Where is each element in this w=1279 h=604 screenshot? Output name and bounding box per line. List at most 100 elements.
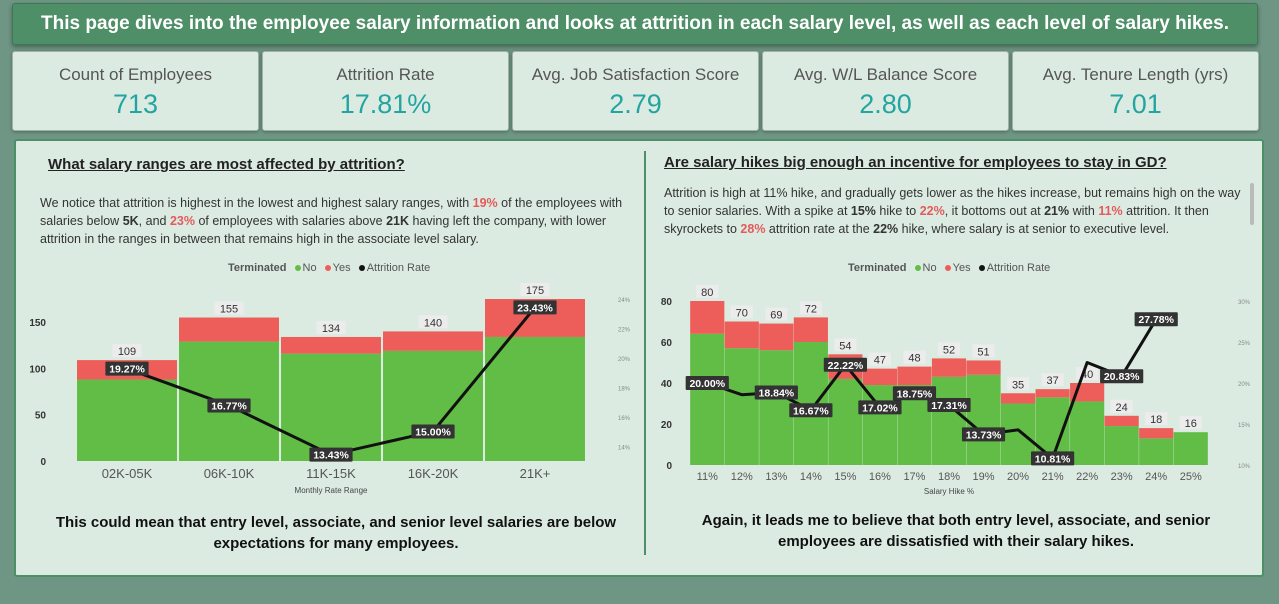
- kpi-value: 2.80: [859, 89, 912, 119]
- y-tick-label: 50: [35, 411, 47, 422]
- total-label: 54: [839, 340, 851, 352]
- kpi-label: Avg. Job Satisfaction Score: [531, 65, 740, 84]
- total-label-bg: [1110, 399, 1133, 413]
- rate-label: 19.27%: [109, 364, 145, 376]
- kpi-card-job-satisfaction: Avg. Job Satisfaction Score 2.79: [512, 51, 759, 131]
- rate-label-bg: [858, 400, 902, 415]
- y2-tick-label: 18%: [618, 386, 631, 392]
- y2-tick-label: 10%: [1238, 464, 1251, 470]
- total-label-bg: [214, 301, 244, 315]
- category-label: 11%: [697, 471, 718, 483]
- total-label-bg: [418, 315, 448, 329]
- total-label: 134: [322, 323, 340, 335]
- paragraph-scrollbar[interactable]: [1250, 183, 1254, 225]
- total-label: 16: [1185, 418, 1197, 430]
- y-tick-label: 20: [661, 420, 673, 431]
- total-label-bg: [1041, 373, 1064, 387]
- total-label-bg: [972, 344, 995, 358]
- category-label: 22%: [1076, 471, 1098, 483]
- rate-label-bg: [754, 385, 798, 400]
- total-label: 80: [701, 287, 713, 299]
- bar-no: [1139, 438, 1174, 465]
- total-label-bg: [868, 352, 891, 366]
- category-label: 24%: [1145, 471, 1167, 483]
- category-label: 20%: [1007, 471, 1029, 483]
- rate-label-bg: [513, 300, 557, 315]
- bar-yes: [281, 336, 381, 354]
- rate-label-bg: [1031, 451, 1075, 466]
- y-tick-label: 0: [40, 457, 46, 468]
- bar-no: [1000, 403, 1036, 465]
- category-label: 11K-15K: [306, 466, 356, 481]
- rate-label: 13.73%: [966, 429, 1002, 441]
- rate-label: 15.00%: [415, 427, 451, 439]
- rate-label: 22.22%: [828, 360, 864, 372]
- bar-no: [862, 385, 898, 465]
- bar-yes: [724, 321, 759, 349]
- y-tick-label: 60: [661, 338, 673, 349]
- y2-tick-label: 16%: [618, 416, 631, 422]
- bar-yes: [383, 331, 483, 351]
- rate-label: 20.83%: [1104, 371, 1140, 383]
- total-label: 52: [943, 344, 955, 356]
- rate-label-bg: [207, 398, 251, 413]
- total-label-bg: [938, 342, 960, 356]
- kpi-label: Count of Employees: [58, 65, 213, 84]
- kpi-label: Avg. Tenure Length (yrs): [1042, 65, 1229, 84]
- category-label: 19%: [973, 471, 995, 483]
- analysis-panel: What salary ranges are most affected by …: [14, 139, 1264, 577]
- rate-label-bg: [927, 398, 971, 413]
- y-tick-label: 150: [29, 318, 46, 329]
- rate-label: 16.67%: [793, 405, 829, 417]
- y2-tick-label: 20%: [1238, 382, 1251, 388]
- rate-label-bg: [1134, 312, 1178, 327]
- y2-tick-label: 14%: [618, 445, 631, 451]
- kpi-value: 713: [112, 89, 159, 119]
- y2-tick-label: 30%: [1238, 300, 1251, 306]
- bar-no: [1173, 432, 1208, 465]
- right-paragraph: Attrition is high at 11% hike, and gradu…: [664, 186, 1241, 236]
- rate-label-bg: [411, 424, 455, 439]
- y-tick-label: 100: [29, 364, 46, 375]
- bar-no: [690, 333, 725, 465]
- total-label-bg: [730, 305, 753, 319]
- total-label-bg: [799, 301, 822, 315]
- bar-yes: [759, 323, 794, 351]
- bar-yes: [862, 368, 898, 386]
- category-label: 16K-20K: [408, 466, 459, 481]
- category-label: 16%: [869, 471, 891, 483]
- x-axis-title: Salary Hike %: [924, 487, 974, 496]
- total-label-bg: [903, 350, 926, 364]
- bar-no: [966, 374, 1001, 465]
- right-chart-legend: Terminated No Yes Attrition Rate: [848, 262, 1051, 274]
- page-banner: This page dives into the employee salary…: [12, 3, 1258, 45]
- total-label: 47: [874, 355, 886, 367]
- right-heading: Are salary hikes big enough an incentive…: [664, 154, 1167, 171]
- bar-no: [1104, 426, 1139, 465]
- total-label-bg: [316, 320, 346, 334]
- category-label: 21K+: [520, 466, 551, 481]
- category-label: 15%: [834, 471, 856, 483]
- bar-no: [828, 378, 863, 465]
- rate-label: 13.43%: [313, 450, 349, 462]
- category-label: 21%: [1042, 471, 1064, 483]
- x-axis-title: Monthly Rate Range: [295, 486, 368, 495]
- salary-range-chart: 0 50 100 150 14% 16% 18% 20% 22% 24% 109 02K-05K 155…: [29, 283, 631, 495]
- bar-no: [281, 353, 381, 461]
- rate-label: 23.43%: [517, 302, 553, 314]
- total-label: 51: [977, 346, 989, 358]
- y-tick-label: 80: [661, 297, 673, 308]
- kpi-value: 7.01: [1109, 89, 1162, 119]
- total-label: 140: [424, 317, 442, 329]
- bar-yes: [1035, 389, 1070, 398]
- category-label: 02K-05K: [102, 466, 153, 481]
- rate-label-bg: [1100, 369, 1144, 384]
- category-label: 23%: [1111, 471, 1133, 483]
- rate-label-bg: [789, 403, 833, 418]
- total-label-bg: [765, 307, 788, 321]
- y-tick-label: 0: [666, 461, 672, 472]
- bar-yes: [966, 360, 1001, 375]
- category-label: 14%: [800, 471, 822, 483]
- y2-tick-label: 20%: [618, 357, 631, 363]
- y2-tick-label: 22%: [618, 327, 631, 333]
